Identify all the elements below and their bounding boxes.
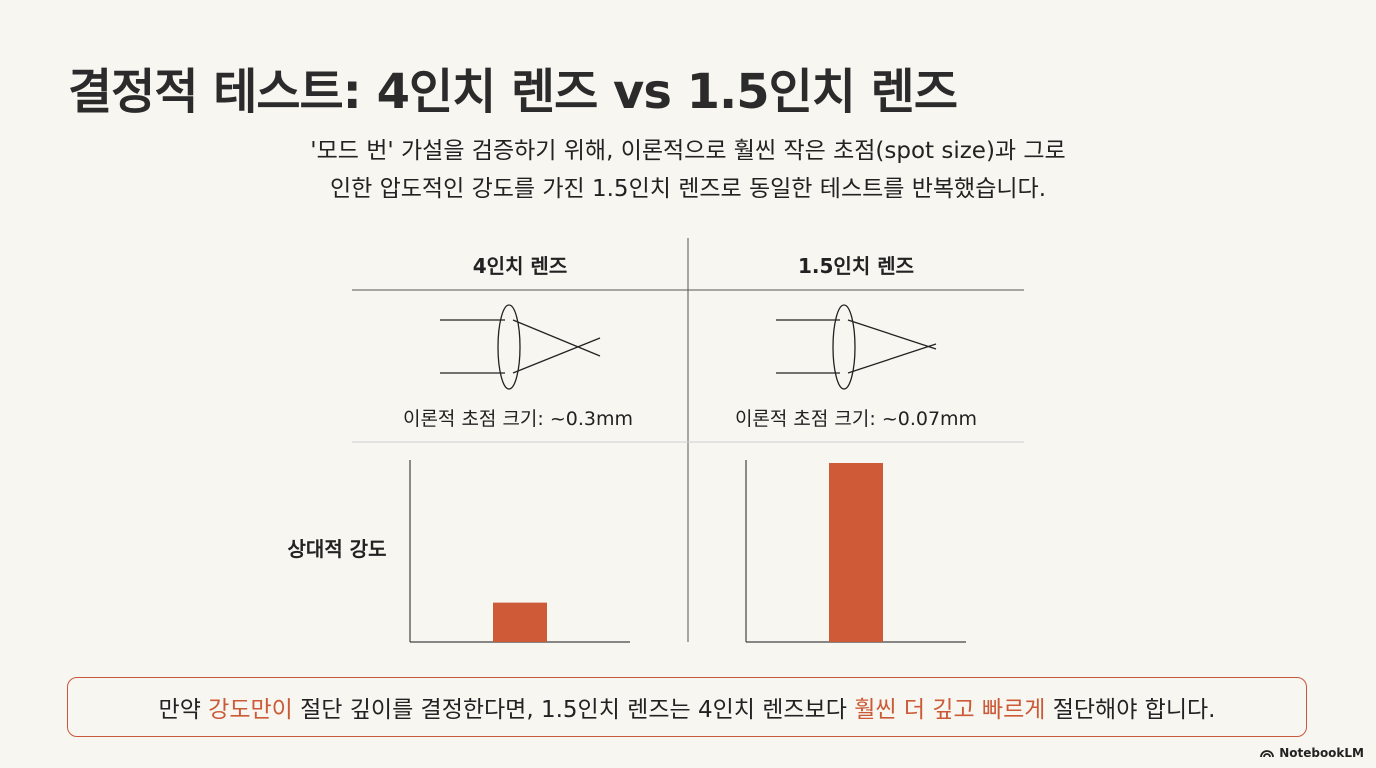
callout-highlight-1: 강도만이 [208, 697, 293, 723]
lens-diagram-1-5inch [776, 304, 937, 390]
column-header-4inch: 4인치 렌즈 [472, 254, 568, 278]
brand-logo: NotebookLM [1260, 746, 1364, 760]
spot-size-label-4inch: 이론적 초점 크기: ~0.3mm [402, 408, 634, 430]
notebooklm-icon [1260, 750, 1275, 758]
lens-diagram-4inch [440, 304, 601, 390]
page-title: 결정적 테스트: 4인치 렌즈 vs 1.5인치 렌즈 [68, 64, 958, 120]
subtitle: '모드 번' 가설을 검증하기 위해, 이론적으로 훨씬 작은 초점(spot … [170, 132, 1206, 208]
subtitle-line-2: 인한 압도적인 강도를 가진 1.5인치 렌즈로 동일한 테스트를 반복했습니다… [329, 176, 1047, 202]
bar-1-5inch [829, 463, 883, 642]
y-axis-label: 상대적 강도 [287, 537, 387, 561]
callout-text-mid: 절단 깊이를 결정한다면, 1.5인치 렌즈는 4인치 렌즈보다 [292, 697, 855, 723]
conclusion-callout: 만약 강도만이 절단 깊이를 결정한다면, 1.5인치 렌즈는 4인치 렌즈보다… [67, 677, 1307, 737]
subtitle-line-1: '모드 번' 가설을 검증하기 위해, 이론적으로 훨씬 작은 초점(spot … [310, 138, 1066, 164]
brand-name: NotebookLM [1279, 746, 1364, 760]
spot-size-label-1-5inch: 이론적 초점 크기: ~0.07mm [734, 408, 978, 430]
callout-highlight-2: 훨씬 더 깊고 빠르게 [854, 697, 1046, 723]
callout-text-pre: 만약 [158, 697, 209, 723]
column-header-1-5inch: 1.5인치 렌즈 [798, 254, 914, 278]
callout-text-post: 절단해야 합니다. [1045, 697, 1216, 723]
bar-4inch [493, 602, 547, 642]
